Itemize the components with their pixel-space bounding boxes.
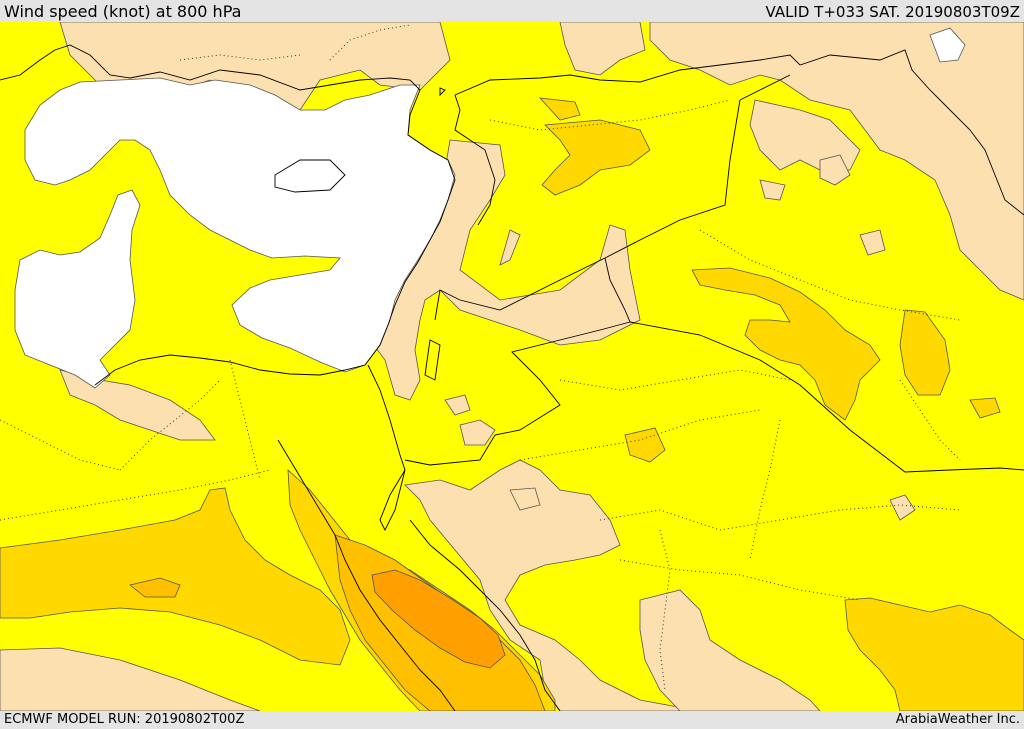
coastlines <box>0 44 561 711</box>
valid-time: VALID T+033 SAT. 20190803T09Z <box>765 3 1020 21</box>
wind-map <box>0 22 1024 711</box>
footer-bar: ECMWF MODEL RUN: 20190802T00Z ArabiaWeat… <box>0 711 1024 729</box>
map-title: Wind speed (knot) at 800 hPa <box>4 2 242 21</box>
wind-speed-map <box>0 22 1024 711</box>
wind-band-highest <box>371 569 506 669</box>
title-bar: Wind speed (knot) at 800 hPa VALID T+033… <box>0 0 1024 22</box>
country-borders <box>367 49 1024 473</box>
model-run-label: ECMWF MODEL RUN: 20190802T00Z <box>4 712 245 727</box>
wind-band-higher <box>129 534 546 711</box>
credit-label: ArabiaWeather Inc. <box>895 712 1020 727</box>
wind-band-calm <box>14 27 966 389</box>
province-lines <box>0 24 961 691</box>
